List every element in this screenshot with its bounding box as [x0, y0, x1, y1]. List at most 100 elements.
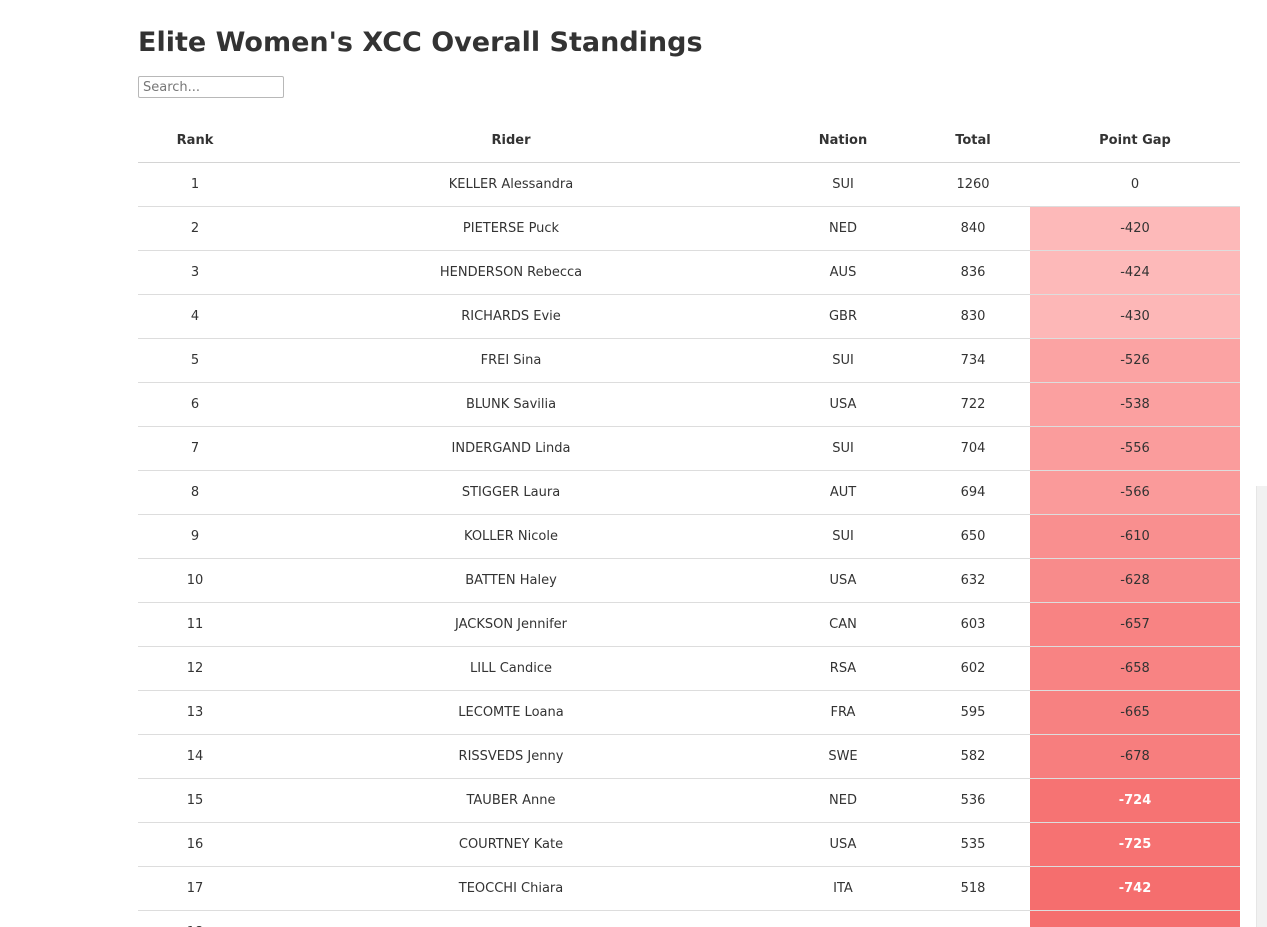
point-gap-cell: -657	[1030, 603, 1240, 646]
column-header-rank[interactable]: Rank	[176, 132, 214, 148]
rank-cell: 3	[190, 265, 200, 280]
nation-cell: AUT	[829, 485, 857, 500]
rider-cell	[252, 911, 770, 927]
rider-cell: RISSVEDS Jenny	[458, 749, 564, 764]
table-row: 10 BATTEN Haley USA 632 -628	[138, 559, 1240, 603]
rank-cell: 14	[186, 749, 204, 764]
search-input[interactable]	[138, 76, 284, 98]
table-row: 2 PIETERSE Puck NED 840 -420	[138, 207, 1240, 251]
rank-cell: 1	[190, 177, 200, 192]
rank-cell: 7	[190, 441, 200, 456]
rider-cell: KOLLER Nicole	[464, 529, 558, 544]
rank-cell: 2	[190, 221, 200, 236]
nation-cell: SUI	[832, 441, 854, 456]
table-row: 15 TAUBER Anne NED 536 -724	[138, 779, 1240, 823]
rider-cell: BLUNK Savilia	[465, 397, 557, 412]
table-row: 17 TEOCCHI Chiara ITA 518 -742	[138, 867, 1240, 911]
total-cell: 582	[960, 749, 986, 764]
scrollbar[interactable]	[1256, 486, 1267, 927]
nation-cell: NED	[829, 221, 857, 236]
rider-cell: COURTNEY Kate	[458, 837, 564, 852]
point-gap-cell: -724	[1030, 779, 1240, 822]
point-gap-cell: -538	[1030, 383, 1240, 426]
nation-cell: SUI	[832, 529, 854, 544]
point-gap-cell: -658	[1030, 647, 1240, 690]
nation-cell	[770, 911, 916, 927]
rider-cell: INDERGAND Linda	[451, 441, 571, 456]
point-gap-cell	[1030, 911, 1240, 927]
point-gap-cell: -610	[1030, 515, 1240, 558]
column-header-point-gap[interactable]: Point Gap	[1099, 132, 1171, 148]
nation-cell: AUS	[829, 265, 857, 280]
point-gap-cell: -665	[1030, 691, 1240, 734]
table-row: 14 RISSVEDS Jenny SWE 582 -678	[138, 735, 1240, 779]
table-row: 8 STIGGER Laura AUT 694 -566	[138, 471, 1240, 515]
table-row: 3 HENDERSON Rebecca AUS 836 -424	[138, 251, 1240, 295]
nation-cell: GBR	[828, 309, 858, 324]
total-cell: 535	[960, 837, 986, 852]
nation-cell: SUI	[832, 177, 854, 192]
point-gap-cell: -628	[1030, 559, 1240, 602]
nation-cell: SWE	[828, 749, 858, 764]
rider-cell: KELLER Alessandra	[448, 177, 574, 192]
column-header-nation[interactable]: Nation	[818, 132, 868, 148]
point-gap-cell: -556	[1030, 427, 1240, 470]
table-row: 7 INDERGAND Linda SUI 704 -556	[138, 427, 1240, 471]
table-row: 13 LECOMTE Loana FRA 595 -665	[138, 691, 1240, 735]
point-gap-cell: -566	[1030, 471, 1240, 514]
total-cell: 536	[960, 793, 986, 808]
point-gap-cell: -725	[1030, 823, 1240, 866]
rank-cell: 9	[190, 529, 200, 544]
column-header-total[interactable]: Total	[955, 132, 991, 148]
total-cell: 632	[960, 573, 986, 588]
total-cell: 650	[960, 529, 986, 544]
table-row: 18	[138, 911, 1240, 927]
rank-cell: 12	[186, 661, 204, 676]
rider-cell: FREI Sina	[480, 353, 542, 368]
rank-cell: 13	[186, 705, 204, 720]
point-gap-cell: 0	[1130, 177, 1140, 192]
nation-cell: FRA	[830, 705, 856, 720]
column-header-rider[interactable]: Rider	[491, 132, 531, 148]
rider-cell: TEOCCHI Chiara	[458, 881, 564, 896]
total-cell: 840	[960, 221, 986, 236]
rider-cell: JACKSON Jennifer	[454, 617, 568, 632]
table-body: 1 KELLER Alessandra SUI 1260 0 2 PIETERSE Puck…	[138, 163, 1240, 927]
total-cell: 830	[960, 309, 986, 324]
total-cell	[916, 911, 1030, 927]
rank-cell: 15	[186, 793, 204, 808]
rider-cell: TAUBER Anne	[466, 793, 556, 808]
total-cell: 602	[960, 661, 986, 676]
total-cell: 603	[960, 617, 986, 632]
table-row: 16 COURTNEY Kate USA 535 -725	[138, 823, 1240, 867]
point-gap-cell: -420	[1030, 207, 1240, 250]
nation-cell: NED	[829, 793, 857, 808]
total-cell: 734	[960, 353, 986, 368]
point-gap-cell: -430	[1030, 295, 1240, 338]
nation-cell: CAN	[829, 617, 857, 632]
table-row: 6 BLUNK Savilia USA 722 -538	[138, 383, 1240, 427]
table-row: 4 RICHARDS Evie GBR 830 -430	[138, 295, 1240, 339]
page-title: Elite Women's XCC Overall Standings	[138, 27, 703, 58]
rider-cell: PIETERSE Puck	[462, 221, 560, 236]
table-row: 1 KELLER Alessandra SUI 1260 0	[138, 163, 1240, 207]
rider-cell: STIGGER Laura	[461, 485, 561, 500]
nation-cell: RSA	[829, 661, 857, 676]
total-cell: 722	[960, 397, 986, 412]
point-gap-cell: -742	[1030, 867, 1240, 910]
standings-table: Rank Rider Nation Total Point Gap 1 KELLE…	[138, 118, 1240, 927]
total-cell: 1260	[956, 177, 990, 192]
rank-cell: 8	[190, 485, 200, 500]
total-cell: 694	[960, 485, 986, 500]
rank-cell: 10	[186, 573, 204, 588]
rider-cell: RICHARDS Evie	[461, 309, 561, 324]
rider-cell: HENDERSON Rebecca	[439, 265, 583, 280]
point-gap-cell: -424	[1030, 251, 1240, 294]
rider-cell: LILL Candice	[470, 661, 552, 676]
total-cell: 595	[960, 705, 986, 720]
rank-cell: 6	[190, 397, 200, 412]
total-cell: 836	[960, 265, 986, 280]
rank-cell: 4	[190, 309, 200, 324]
rank-cell: 18	[138, 911, 252, 927]
total-cell: 518	[960, 881, 986, 896]
